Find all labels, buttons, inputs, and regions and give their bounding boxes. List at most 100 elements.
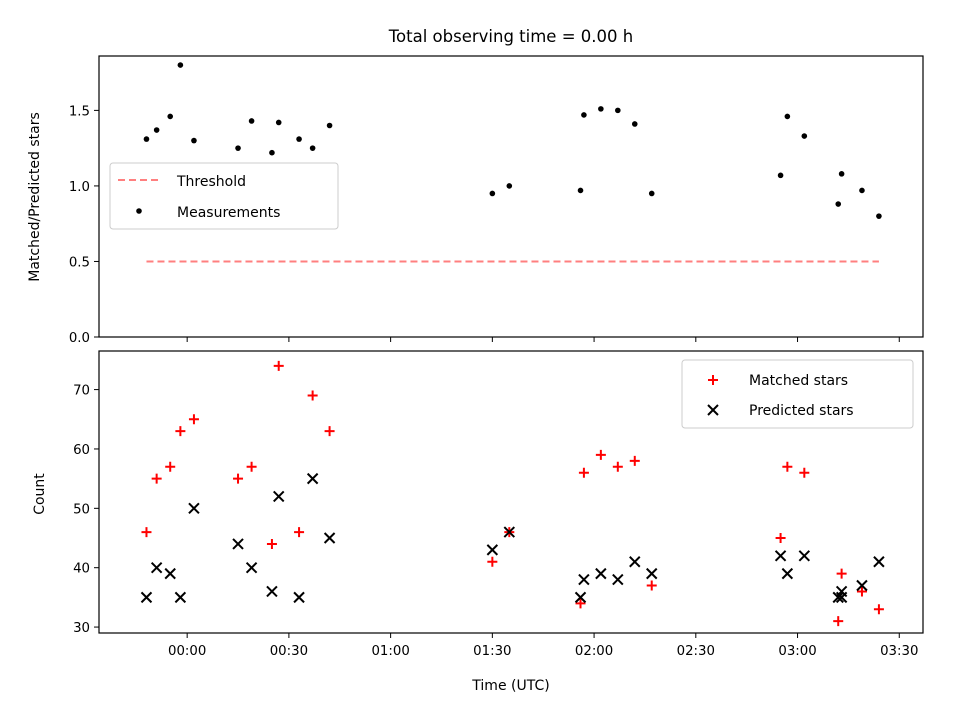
matched-star-point	[294, 527, 305, 538]
measurement-point	[191, 137, 197, 144]
top-legend: Threshold Measurements	[109, 162, 339, 230]
predicted-star-point	[323, 532, 336, 544]
x-axis-label: Time (UTC)	[471, 678, 549, 694]
predicted-star-point	[832, 591, 844, 604]
predicted-star-point	[306, 472, 319, 485]
measurement-point	[167, 113, 174, 120]
predicted-star-point	[612, 573, 624, 586]
matched-star-point	[612, 461, 623, 472]
predicted-star-point	[629, 556, 641, 568]
top-plot-frame	[98, 55, 924, 338]
measurement-point	[235, 145, 241, 151]
measurement-point	[598, 106, 604, 112]
matched-star-point	[141, 527, 152, 538]
legend-threshold-label: Threshold	[176, 174, 246, 190]
top-y-tick-label: 0.5	[69, 255, 90, 270]
predicted-star-point	[188, 502, 200, 515]
matched-star-point	[324, 426, 335, 437]
x-tick-label: 02:00	[575, 644, 613, 659]
measurement-point	[631, 121, 638, 127]
predicted-star-point	[578, 573, 590, 586]
bottom-y-tick-label: 50	[73, 502, 90, 517]
top-plot: 0.0 0.5 1.0 1.5 Threshold Measurements	[69, 55, 924, 346]
bottom-y-tick-label: 40	[73, 562, 90, 577]
matched-star-point	[629, 455, 640, 466]
predicted-star-point	[646, 567, 658, 580]
predicted-star-point	[273, 490, 285, 503]
predicted-star-point	[232, 538, 244, 550]
matched-star-point	[782, 461, 793, 472]
predicted-star-point	[150, 561, 163, 574]
top-y-tick-label: 0.0	[69, 331, 90, 346]
predicted-star-point	[245, 561, 258, 574]
measurement-point	[326, 122, 333, 129]
bottom-legend-box	[681, 359, 914, 429]
matched-star-point	[646, 580, 657, 591]
measurement-point	[777, 172, 784, 179]
measurement-point	[876, 213, 882, 219]
measurement-point	[615, 107, 621, 114]
matched-star-point	[873, 604, 884, 615]
chart-title: Total observing time = 0.00 h	[388, 27, 633, 46]
legend-predicted-swatch	[707, 404, 719, 416]
bottom-y-tick-label: 30	[73, 621, 90, 636]
top-y-tick-label: 1.5	[69, 104, 90, 119]
predicted-star-point	[798, 550, 811, 562]
matched-star-point	[233, 473, 244, 484]
measurement-point	[838, 171, 845, 177]
predicted-star-point	[174, 591, 187, 604]
matched-star-point	[151, 473, 162, 484]
matched-star-point	[575, 598, 586, 609]
measurement-point	[143, 136, 150, 142]
measurement-point	[581, 112, 587, 118]
bottom-plot-frame	[98, 350, 924, 634]
bottom-y-tick-label: 60	[73, 443, 90, 458]
predicted-star-point	[164, 567, 176, 580]
legend-predicted-label: Predicted stars	[749, 403, 854, 419]
measurement-point	[269, 149, 275, 156]
top-legend-box	[109, 162, 339, 230]
measurement-point	[801, 133, 808, 139]
legend-matched-swatch	[708, 375, 718, 385]
matched-star-point	[188, 414, 199, 425]
legend-measurements-swatch	[136, 208, 142, 214]
x-tick-label: 03:00	[778, 644, 816, 659]
top-y-axis-label: Matched/Predicted stars	[27, 112, 43, 282]
x-tick-label: 01:30	[473, 644, 511, 659]
matched-star-point	[273, 360, 284, 371]
matched-star-point	[856, 586, 867, 597]
matched-star-point	[165, 461, 176, 472]
measurement-point	[177, 62, 184, 68]
measurement-point	[309, 145, 316, 151]
x-tick-label: 02:30	[677, 644, 715, 659]
measurement-point	[835, 201, 842, 207]
predicted-star-point	[856, 579, 868, 592]
measurement-point	[859, 187, 865, 194]
measurement-point	[577, 187, 584, 194]
legend-matched-label: Matched stars	[749, 373, 848, 389]
measurement-point	[248, 118, 255, 124]
matched-star-point	[266, 538, 277, 549]
x-tick-label: 01:00	[371, 644, 409, 659]
legend-measurements-label: Measurements	[177, 205, 280, 221]
matched-star-point	[246, 461, 257, 472]
predicted-star-point	[873, 556, 885, 568]
predicted-star-point	[486, 544, 499, 556]
top-y-tick-label: 1.0	[69, 180, 90, 195]
matched-star-point	[833, 616, 844, 627]
matched-star-point	[775, 533, 786, 544]
x-tick-label: 00:30	[270, 644, 308, 659]
bottom-y-axis-label: Count	[32, 473, 48, 515]
measurement-point	[506, 183, 513, 189]
measurement-point	[784, 113, 791, 120]
matched-star-point	[578, 467, 589, 478]
measurement-point	[648, 190, 655, 197]
predicted-star-point	[781, 567, 794, 580]
x-tick-label: 00:00	[168, 644, 206, 659]
predicted-star-point	[774, 550, 787, 562]
bottom-y-tick-label: 70	[73, 384, 90, 399]
predicted-star-point	[835, 585, 848, 598]
matched-star-point	[836, 568, 847, 579]
predicted-star-point	[574, 591, 587, 604]
measurement-point	[275, 119, 282, 126]
